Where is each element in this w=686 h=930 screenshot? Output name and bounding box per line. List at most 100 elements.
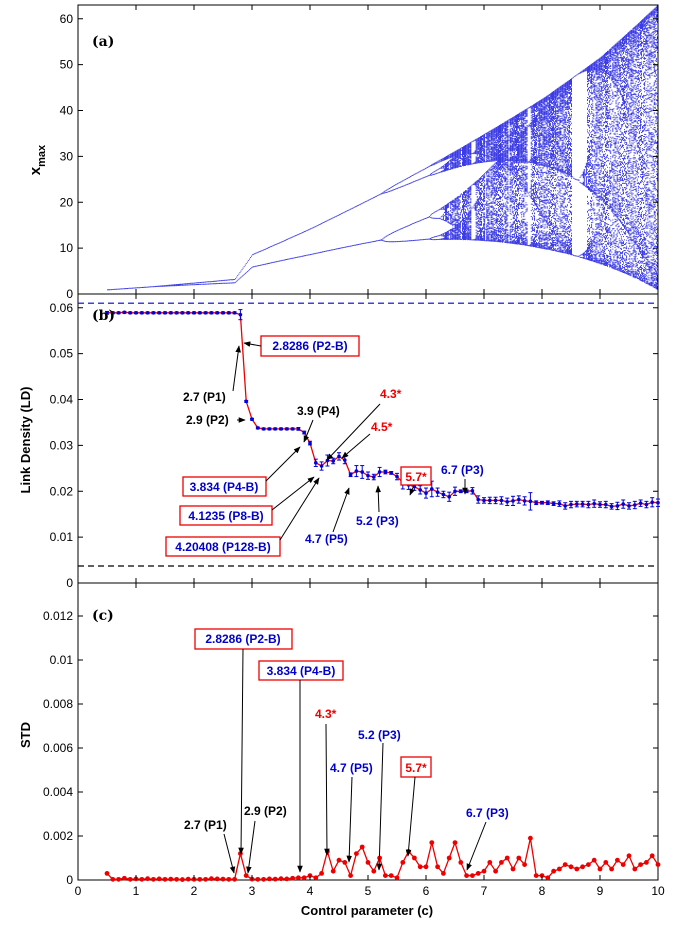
std-point-58 <box>441 871 446 876</box>
ld-point-50 <box>395 474 399 479</box>
xtick-label-7: 7 <box>481 884 488 898</box>
ld-point-87 <box>609 504 614 509</box>
ann-b-text-7: 5.7* <box>405 470 427 484</box>
std-line <box>106 838 659 881</box>
ld-point-64 <box>476 497 481 502</box>
ld-point-90 <box>627 504 631 508</box>
ann-b-text-5: 4.3* <box>380 387 402 401</box>
ld-point-40 <box>337 454 341 459</box>
ld-point-91 <box>633 503 637 507</box>
ytick-label-2: 20 <box>60 195 74 209</box>
std-point-7 <box>145 876 151 882</box>
panel-a-bifurcation: 0 10 20 30 40 50 60 (a) xmax <box>27 4 659 301</box>
ld-point-15 <box>192 311 196 315</box>
ann-b-arrow-1 <box>243 341 262 347</box>
std-point-50 <box>394 875 400 881</box>
ld-point-88 <box>615 504 620 508</box>
ytick-label-4: 40 <box>60 104 74 118</box>
ld-point-84 <box>592 501 596 506</box>
std-point-24 <box>243 873 249 878</box>
std-point-17 <box>203 876 209 882</box>
ld-point-4 <box>128 311 132 315</box>
std-point-29 <box>272 876 278 882</box>
ann-b-text-12: 4.7 (P5) <box>305 532 348 546</box>
std-point-92 <box>638 862 643 867</box>
ytick-label-1: 0.002 <box>43 829 73 843</box>
ld-point-63 <box>470 488 475 493</box>
xtick-label-2: 2 <box>191 884 198 898</box>
panel-b-label: (b) <box>92 308 115 324</box>
std-point-62 <box>464 873 469 878</box>
ytick-label-0: 0 <box>66 576 73 590</box>
std-point-89 <box>620 862 626 867</box>
ytick-label-3: 0.03 <box>50 438 74 452</box>
ld-point-5 <box>134 311 138 315</box>
std-point-46 <box>371 868 377 874</box>
std-point-40 <box>336 857 342 863</box>
xtick-label-0: 0 <box>75 884 82 898</box>
std-point-28 <box>267 876 272 882</box>
std-point-80 <box>568 864 574 870</box>
ld-point-39 <box>331 459 336 463</box>
std-point-32 <box>290 875 295 881</box>
std-point-31 <box>284 876 290 882</box>
std-point-81 <box>574 866 580 872</box>
std-point-79 <box>562 862 568 867</box>
panel-c-ticks: 0 0.002 0.004 0.006 0.008 0.01 0.012 0 1 2 3 4 5 6 7 8 9… <box>43 583 665 898</box>
panel-b-frame <box>77 293 659 584</box>
std-point-65 <box>481 868 487 874</box>
ld-point-17 <box>203 311 208 315</box>
xtick-label-6: 6 <box>423 884 430 898</box>
ld-point-44 <box>360 470 365 474</box>
ann-b-text-9: 3.834 (P4-B) <box>190 480 259 494</box>
std-point-4 <box>127 876 133 882</box>
ld-point-19 <box>215 311 219 315</box>
ann-b-text-13: 5.2 (P3) <box>356 514 399 528</box>
ann-b-arrow-9 <box>265 446 301 482</box>
std-point-71 <box>516 855 522 861</box>
std-point-78 <box>557 866 562 872</box>
std-point-14 <box>185 876 191 882</box>
std-point-41 <box>342 860 348 865</box>
ld-point-25 <box>250 417 254 422</box>
ld-point-16 <box>198 311 202 315</box>
panel-b-ticks: 0 0.01 0.02 0.03 0.04 0.05 0.06 <box>50 294 659 590</box>
std-point-85 <box>597 866 603 872</box>
ld-point-70 <box>511 499 515 503</box>
std-series <box>104 835 661 882</box>
ld-point-1 <box>111 311 115 315</box>
std-point-45 <box>365 860 371 865</box>
ld-point-75 <box>540 500 544 505</box>
ann-c-arrow-6 <box>346 776 353 863</box>
ann-c-text-1: 2.8286 (P2-B) <box>205 632 280 646</box>
std-point-0 <box>104 871 110 876</box>
ytick-label-5: 0.01 <box>50 653 74 667</box>
ld-point-30 <box>279 427 283 431</box>
std-point-54 <box>417 864 423 870</box>
ld-point-89 <box>621 502 625 506</box>
std-point-83 <box>586 862 591 867</box>
ann-b-box-7 <box>400 466 432 486</box>
panel-a-ylabel: xmax <box>27 144 48 175</box>
panel-c-ylabel: STD <box>18 722 33 748</box>
std-point-69 <box>504 855 510 861</box>
ld-point-11 <box>169 311 173 315</box>
ld-point-46 <box>372 475 376 479</box>
ytick-label-1: 0.01 <box>50 530 74 544</box>
ytick-label-5: 0.05 <box>50 347 74 361</box>
std-point-12 <box>174 876 180 882</box>
ld-point-45 <box>366 473 370 478</box>
ann-c-text-9: 2.9 (P2) <box>244 804 287 818</box>
std-point-18 <box>209 876 214 882</box>
ld-point-32 <box>290 427 295 431</box>
ld-point-67 <box>493 498 498 503</box>
ld-point-6 <box>140 311 144 315</box>
std-point-51 <box>400 860 406 865</box>
std-point-95 <box>655 862 661 867</box>
ytick-label-0: 0 <box>66 873 73 887</box>
ld-point-68 <box>499 498 504 503</box>
std-point-3 <box>122 875 127 881</box>
ann-b-text-4: 3.9 (P4) <box>297 404 340 418</box>
std-point-72 <box>522 862 527 867</box>
ann-c-box-2 <box>258 660 344 681</box>
